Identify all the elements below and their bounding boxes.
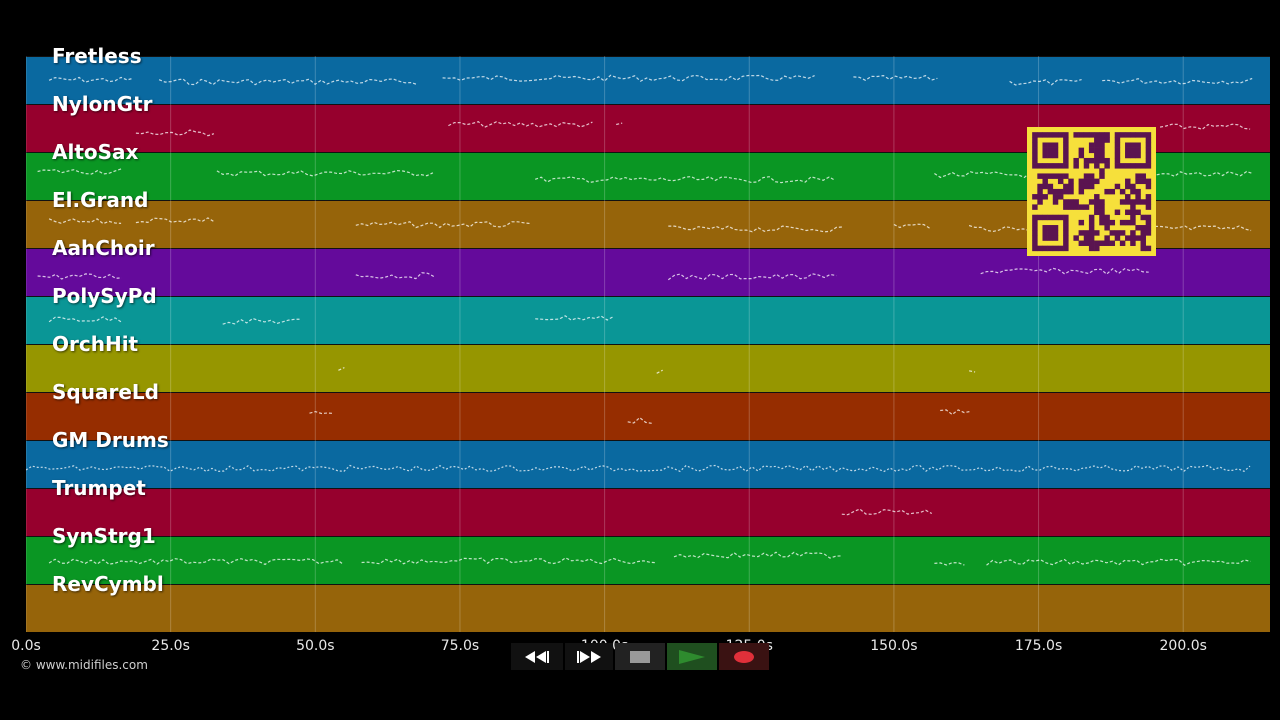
time-tick-label: 25.0s (151, 638, 190, 654)
time-tick-label: 0.0s (11, 638, 41, 654)
track-lane (26, 488, 1270, 536)
time-tick-label: 175.0s (1014, 638, 1063, 654)
note-stroke (934, 171, 1085, 179)
time-tick-label: 50.0s (296, 638, 335, 654)
rewind-icon (525, 650, 549, 663)
track-lane (26, 344, 1270, 392)
track-label: OrchHit (52, 332, 139, 356)
note-stroke (1090, 170, 1253, 178)
note-stroke (355, 221, 530, 229)
record-button[interactable] (719, 643, 769, 670)
note-stroke (940, 409, 971, 416)
rewind-button[interactable] (511, 643, 563, 670)
fast-forward-icon (577, 650, 601, 663)
note-stroke (355, 272, 435, 280)
stop-icon (630, 650, 650, 663)
track-lane (26, 56, 1270, 104)
note-stroke (893, 223, 931, 229)
track-label: Trumpet (52, 476, 146, 500)
qr-code[interactable] (1027, 127, 1156, 256)
note-stroke (448, 121, 593, 129)
note-stroke (222, 317, 301, 325)
track-label: PolySyPd (52, 284, 157, 308)
note-stroke (48, 316, 122, 323)
note-stroke (135, 129, 215, 137)
track-lane (26, 440, 1270, 488)
note-stroke (968, 370, 976, 373)
note-stroke (934, 562, 965, 566)
note-stroke (673, 551, 843, 559)
note-stroke (980, 267, 1149, 275)
track-lane (26, 536, 1270, 584)
track-lane (26, 296, 1270, 344)
note-stroke (968, 224, 1252, 233)
note-stroke (37, 273, 122, 280)
record-icon (734, 650, 754, 663)
time-tick-label: 150.0s (870, 638, 918, 654)
stop-button[interactable] (615, 643, 665, 670)
note-stroke (841, 508, 933, 516)
play-button[interactable] (667, 643, 717, 670)
note-stroke (48, 558, 344, 566)
track-label: NylonGtr (52, 92, 153, 116)
note-stroke (535, 315, 614, 321)
note-stroke (442, 74, 815, 82)
note-stroke (656, 369, 663, 374)
track-label: AltoSax (52, 140, 139, 164)
note-stroke (37, 168, 122, 175)
track-label: RevCymbl (52, 572, 164, 596)
note-stroke (1009, 79, 1082, 86)
time-gridlines (26, 56, 1184, 632)
note-stroke (135, 217, 215, 224)
note-stroke (668, 225, 843, 233)
time-tick-label: 200.0s (1159, 638, 1207, 654)
track-lane (26, 392, 1270, 440)
note-stroke (48, 218, 122, 225)
time-tick-label: 75.0s (440, 638, 480, 654)
note-stroke (1102, 77, 1253, 85)
play-icon (679, 649, 705, 664)
track-lane (26, 584, 1270, 632)
copyright-text: © www.midifiles.com (20, 658, 148, 672)
note-stroke (986, 558, 1251, 566)
track-label: GM Drums (52, 428, 169, 452)
note-overlay (26, 74, 1253, 566)
note-stroke (616, 122, 623, 126)
note-stroke (26, 464, 1251, 473)
note-stroke (535, 175, 836, 184)
track-label: SynStrg1 (52, 524, 156, 548)
note-stroke (216, 169, 434, 177)
note-stroke (1159, 123, 1251, 131)
transport-controls (511, 643, 769, 670)
track-label: AahChoir (52, 236, 155, 260)
track-label: SquareLd (52, 380, 159, 404)
note-stroke (338, 367, 345, 371)
note-stroke (309, 410, 334, 415)
track-label: Fretless (52, 44, 142, 68)
note-stroke (361, 557, 656, 565)
note-stroke (48, 76, 134, 83)
note-stroke (158, 78, 418, 86)
note-stroke (667, 273, 837, 281)
note-stroke (627, 416, 652, 424)
track-label: El.Grand (52, 188, 149, 212)
note-stroke (853, 74, 938, 81)
fast-forward-button[interactable] (565, 643, 613, 670)
